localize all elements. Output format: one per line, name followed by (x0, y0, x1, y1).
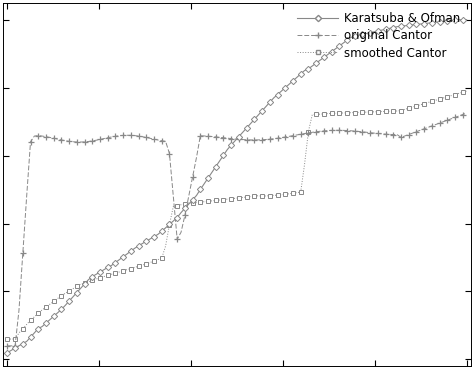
Legend: Karatsuba & Ofman, original Cantor, smoothed Cantor: Karatsuba & Ofman, original Cantor, smoo… (297, 12, 461, 59)
